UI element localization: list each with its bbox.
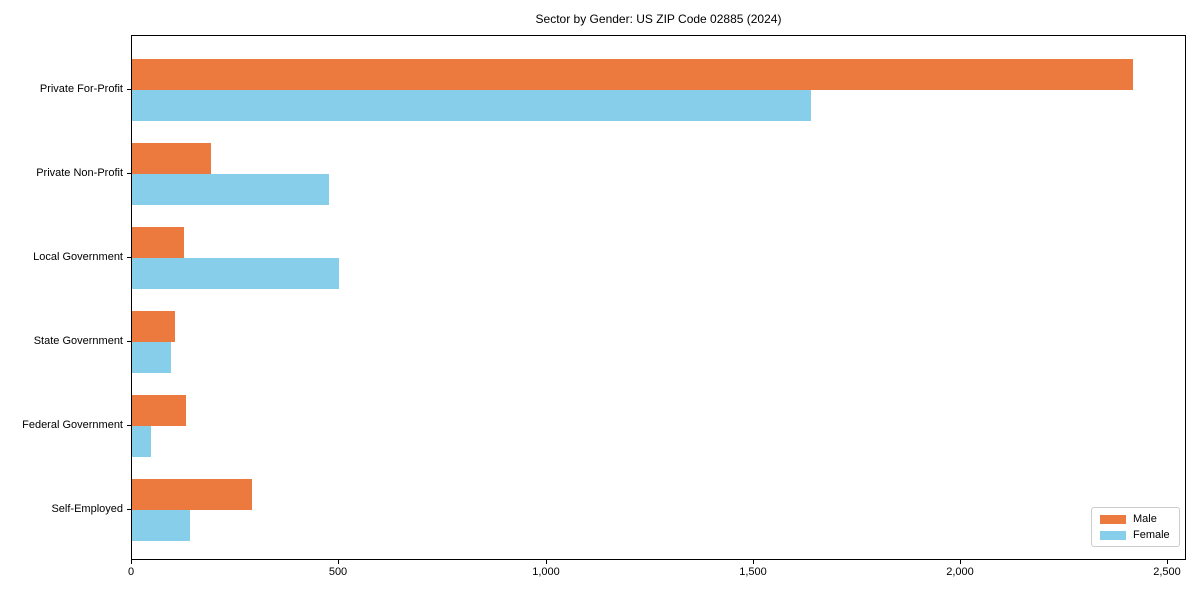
bar-male-private-for-profit [132, 59, 1133, 90]
chart-title: Sector by Gender: US ZIP Code 02885 (202… [535, 12, 782, 26]
legend: Male Female [1091, 507, 1180, 547]
legend-entry-male: Male [1100, 513, 1170, 525]
legend-swatch-male [1100, 514, 1126, 524]
plot-area [131, 35, 1186, 560]
x-tick-mark [960, 560, 961, 564]
y-axis-label: Private For-Profit [39, 83, 123, 95]
y-axis-label: Local Government [33, 251, 123, 263]
x-tick-label: 0 [127, 566, 135, 578]
y-tick-mark [127, 173, 131, 174]
x-tick-label: 500 [328, 566, 348, 578]
x-tick-label: 2,000 [946, 566, 974, 578]
y-axis-label: Self-Employed [51, 503, 123, 515]
y-tick-mark [127, 341, 131, 342]
legend-entry-female: Female [1100, 529, 1170, 541]
bar-male-state-government [132, 311, 175, 342]
bar-male-federal-government [132, 395, 186, 426]
x-tick-mark [131, 560, 132, 564]
bar-female-private-for-profit [132, 90, 811, 121]
x-tick-label: 1,500 [739, 566, 767, 578]
y-axis-label: Federal Government [22, 419, 123, 431]
bar-female-federal-government [132, 426, 151, 457]
x-tick-mark [1167, 560, 1168, 564]
y-tick-mark [127, 257, 131, 258]
x-tick-label: 2,500 [1153, 566, 1181, 578]
bar-female-private-non-profit [132, 174, 329, 205]
bar-female-state-government [132, 342, 171, 373]
bar-female-self-employed [132, 510, 190, 541]
x-tick-mark [338, 560, 339, 564]
y-axis-label: Private Non-Profit [36, 167, 123, 179]
legend-label-female: Female [1133, 529, 1170, 541]
x-tick-mark [753, 560, 754, 564]
y-tick-mark [127, 425, 131, 426]
bar-male-local-government [132, 227, 184, 258]
legend-swatch-female [1100, 530, 1126, 540]
y-tick-mark [127, 89, 131, 90]
legend-label-male: Male [1133, 513, 1157, 525]
y-axis-label: State Government [33, 335, 123, 347]
x-tick-label: 1,000 [532, 566, 560, 578]
y-tick-mark [127, 509, 131, 510]
bar-male-self-employed [132, 479, 252, 510]
x-tick-mark [546, 560, 547, 564]
bar-male-private-non-profit [132, 143, 211, 174]
bar-female-local-government [132, 258, 339, 289]
